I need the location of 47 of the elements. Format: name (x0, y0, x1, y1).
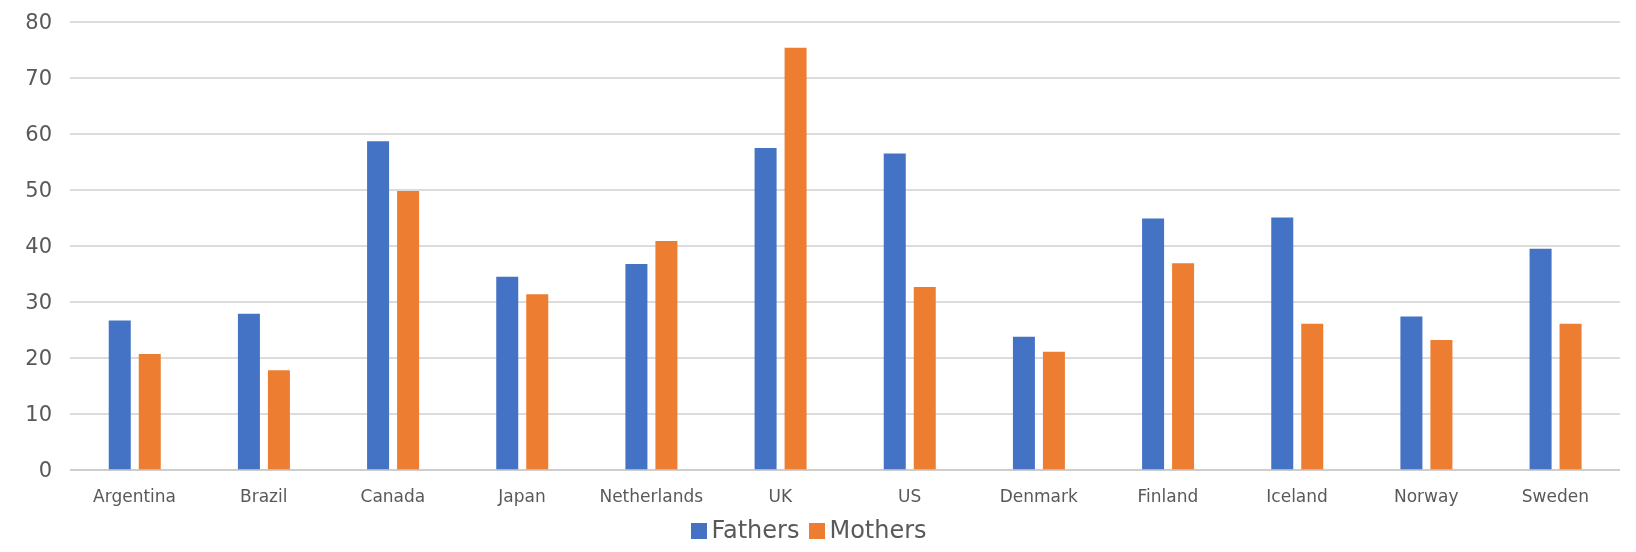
x-tick-label: Sweden (1521, 486, 1590, 507)
x-tick-label: UK (768, 486, 794, 507)
y-tick-label: 40 (25, 234, 52, 259)
x-tick-label: Finland (1137, 486, 1199, 507)
bar (496, 276, 519, 470)
y-tick-label: 30 (25, 290, 52, 315)
bar (1172, 263, 1195, 470)
legend-label: Fathers (711, 516, 800, 544)
bar (397, 191, 420, 470)
bar (237, 313, 260, 470)
y-tick-label: 50 (25, 178, 52, 203)
bar (1559, 323, 1582, 470)
x-tick-label: Iceland (1266, 486, 1328, 507)
bar (655, 240, 678, 470)
legend-label: Mothers (829, 516, 927, 544)
bar (913, 286, 936, 470)
x-tick-label: Netherlands (599, 486, 704, 507)
bar (1142, 218, 1165, 470)
y-tick-label: 20 (25, 346, 52, 371)
x-tick-label: Canada (360, 486, 426, 507)
bar (625, 263, 648, 470)
bar (1430, 340, 1453, 470)
x-tick-label: Denmark (999, 486, 1078, 507)
bar (267, 370, 290, 470)
bar (526, 294, 549, 470)
bar (1400, 316, 1423, 470)
x-tick-label: Norway (1394, 486, 1459, 507)
x-tick-label: Brazil (240, 486, 288, 507)
bar (1271, 217, 1294, 470)
bar (138, 354, 161, 470)
y-tick-label: 60 (25, 122, 52, 147)
bar (1012, 336, 1035, 470)
y-tick-label: 70 (25, 66, 52, 91)
bar (1529, 248, 1552, 470)
x-tick-label: Argentina (93, 486, 177, 507)
x-tick-label: US (897, 486, 922, 507)
bar (784, 47, 807, 470)
y-tick-label: 0 (38, 458, 52, 483)
bar (1301, 323, 1324, 470)
y-tick-label: 10 (25, 402, 52, 427)
y-tick-label: 80 (25, 10, 52, 35)
bar (1042, 351, 1065, 470)
bar (883, 153, 906, 470)
bar (108, 320, 131, 470)
bar (367, 141, 390, 470)
bar (754, 148, 777, 470)
x-tick-label: Japan (497, 486, 546, 507)
